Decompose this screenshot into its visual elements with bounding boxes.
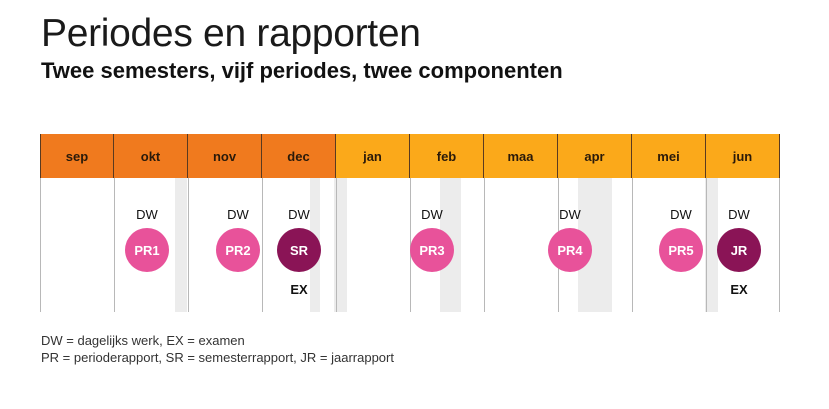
month-gridline	[706, 178, 707, 312]
month-feb: feb	[410, 134, 484, 178]
month-nov: nov	[188, 134, 262, 178]
exam-period-shade	[334, 178, 347, 312]
month-maa: maa	[484, 134, 558, 178]
legend-line-1: DW = dagelijks werk, EX = examen	[41, 333, 245, 348]
month-gridline	[114, 178, 115, 312]
page-subtitle: Twee semesters, vijf periodes, twee comp…	[41, 58, 563, 83]
month-apr: apr	[558, 134, 632, 178]
legend: DW = dagelijks werk, EX = examen PR = pe…	[41, 332, 394, 366]
report-pr1-badge: PR1	[125, 228, 169, 272]
dw-label: DW	[728, 207, 750, 222]
report-pr3-badge: PR3	[410, 228, 454, 272]
page-title: Periodes en rapporten	[41, 12, 421, 55]
timeline-body: DW PR1 DW PR2 DW SR EX DW PR3 DW PR4 DW PR5 DW JR EX	[40, 178, 780, 312]
report-sr-badge: SR	[277, 228, 321, 272]
month-dec: dec	[262, 134, 336, 178]
month-gridline	[632, 178, 633, 312]
dw-label: DW	[136, 207, 158, 222]
legend-line-2: PR = perioderapport, SR = semesterrappor…	[41, 350, 394, 365]
month-okt: okt	[114, 134, 188, 178]
month-gridline	[484, 178, 485, 312]
ex-label: EX	[290, 282, 308, 297]
dw-label: DW	[421, 207, 443, 222]
month-gridline	[262, 178, 263, 312]
report-pr2-badge: PR2	[216, 228, 260, 272]
dw-label: DW	[670, 207, 692, 222]
month-mei: mei	[632, 134, 706, 178]
month-jun: jun	[706, 134, 780, 178]
dw-label: DW	[288, 207, 310, 222]
month-sep: sep	[40, 134, 114, 178]
dw-label: DW	[559, 207, 581, 222]
month-gridline	[779, 178, 780, 312]
month-header-row: sep okt nov dec jan feb maa apr mei jun	[40, 134, 780, 178]
report-pr4-badge: PR4	[548, 228, 592, 272]
month-gridline	[336, 178, 337, 312]
timeline: sep okt nov dec jan feb maa apr mei jun DW PR1 DW PR…	[40, 134, 780, 312]
exam-period-shade	[175, 178, 187, 312]
report-pr5-badge: PR5	[659, 228, 703, 272]
month-jan: jan	[336, 134, 410, 178]
report-jr-badge: JR	[717, 228, 761, 272]
dw-label: DW	[227, 207, 249, 222]
month-gridline	[188, 178, 189, 312]
month-gridline	[40, 178, 41, 312]
ex-label: EX	[730, 282, 748, 297]
exam-period-shade	[705, 178, 718, 312]
